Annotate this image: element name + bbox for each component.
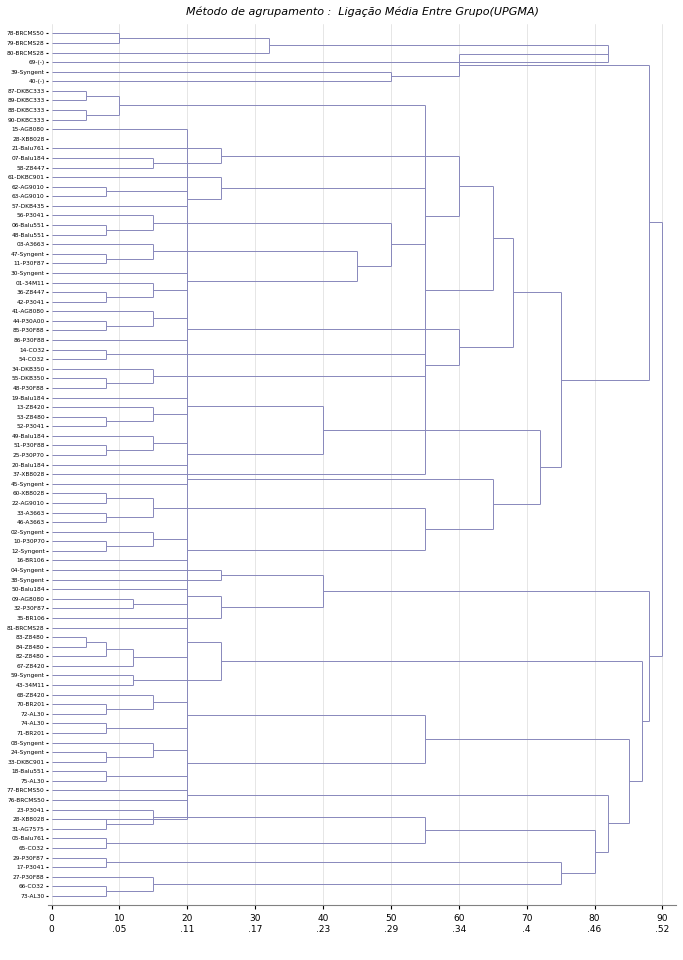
Title: Método de agrupamento :  Ligação Média Entre Grupo(UPGMA): Método de agrupamento : Ligação Média En… bbox=[186, 7, 539, 17]
